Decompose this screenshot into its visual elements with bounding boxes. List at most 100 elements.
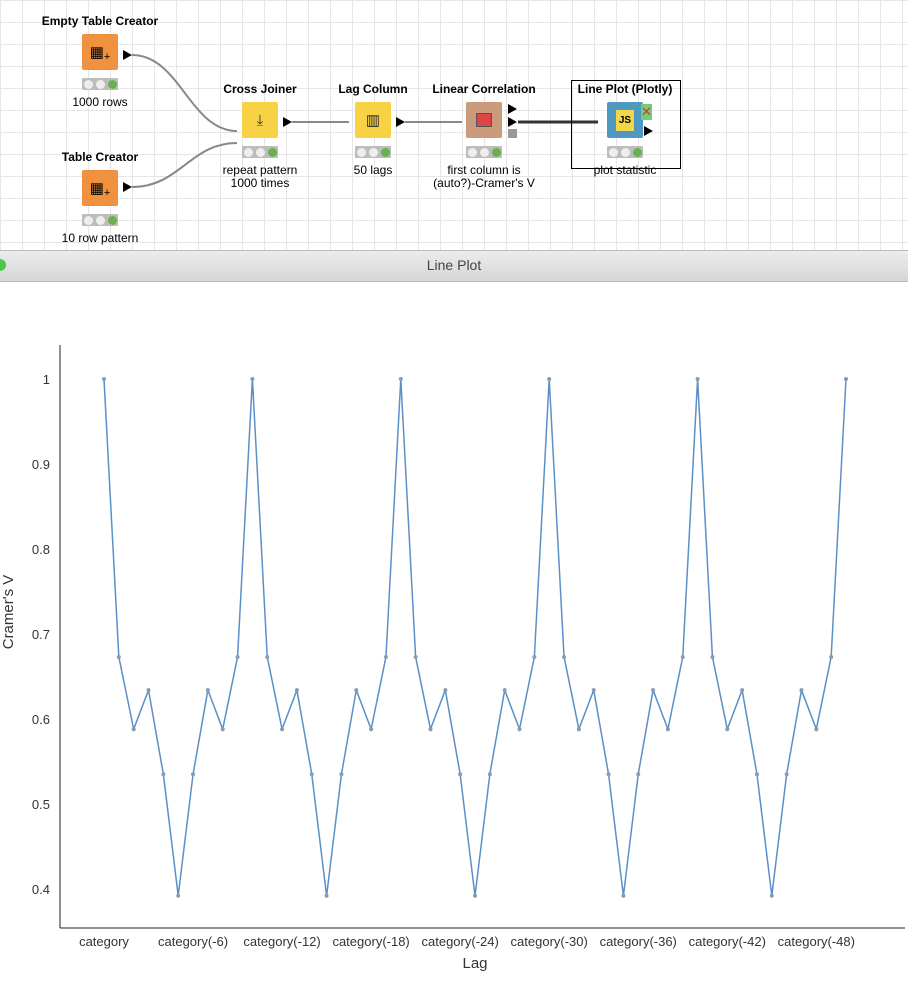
x-tick-label: category(-6) xyxy=(158,934,228,949)
data-point[interactable] xyxy=(591,688,596,693)
y-tick-label: 0.4 xyxy=(32,882,50,897)
node-title: Linear Correlation xyxy=(432,82,536,96)
status-lights xyxy=(355,146,391,158)
status-lights xyxy=(82,214,118,226)
status-lights xyxy=(466,146,502,158)
data-point[interactable] xyxy=(799,688,804,693)
data-point[interactable] xyxy=(383,654,388,659)
selection-box xyxy=(571,80,681,169)
data-point[interactable] xyxy=(131,727,136,732)
node-label: repeat pattern 1000 times xyxy=(222,163,298,190)
inactive-port-icon: ✕ xyxy=(641,104,652,120)
y-tick-label: 0.7 xyxy=(32,627,50,642)
output-port[interactable] xyxy=(123,182,132,192)
x-tick-label: category xyxy=(79,934,129,949)
workflow-canvas[interactable]: Empty Table Creator ▦ + 1000 rows Table C… xyxy=(0,0,908,250)
data-point[interactable] xyxy=(116,654,121,659)
output-port[interactable] xyxy=(508,117,517,127)
data-point[interactable] xyxy=(680,654,685,659)
model-port[interactable] xyxy=(508,129,517,138)
node-label: plot statistic xyxy=(593,163,657,177)
data-point[interactable] xyxy=(829,654,834,659)
status-lights xyxy=(607,146,643,158)
node-cross-joiner[interactable]: Cross Joiner ⤓ repeat pattern 1000 times xyxy=(180,82,340,190)
x-tick-label: category(-42) xyxy=(689,934,766,949)
data-point[interactable] xyxy=(532,654,537,659)
y-axis-label: Cramer's V xyxy=(0,575,17,650)
data-point[interactable] xyxy=(280,727,285,732)
output-port[interactable] xyxy=(283,117,292,127)
node-label: first column is (auto?)-Cramer's V xyxy=(433,163,535,190)
node-table-creator[interactable]: Table Creator ▦ + 10 row pattern xyxy=(20,150,180,245)
data-point[interactable] xyxy=(665,727,670,732)
data-point[interactable] xyxy=(651,688,656,693)
data-point[interactable] xyxy=(294,688,299,693)
data-point[interactable] xyxy=(398,377,403,381)
data-point[interactable] xyxy=(606,772,611,777)
data-point[interactable] xyxy=(250,377,255,381)
view-title-bar: Line Plot xyxy=(0,250,908,282)
data-point[interactable] xyxy=(265,654,270,659)
node-line-plot-plotly[interactable]: Line Plot (Plotly) JS plot statistic xyxy=(545,82,705,177)
data-point[interactable] xyxy=(710,654,715,659)
data-point[interactable] xyxy=(636,772,641,777)
node-title: Cross Joiner xyxy=(223,82,297,96)
node-title: Line Plot (Plotly) xyxy=(577,82,673,96)
node-label: 10 row pattern xyxy=(61,231,139,245)
data-point[interactable] xyxy=(502,688,507,693)
output-port[interactable] xyxy=(508,104,517,114)
node-empty-table-creator[interactable]: Empty Table Creator ▦ + 1000 rows xyxy=(20,14,180,109)
data-point[interactable] xyxy=(309,772,314,777)
node-title: Lag Column xyxy=(338,82,408,96)
node-linear-correlation[interactable]: Linear Correlation first column is (auto… xyxy=(404,82,564,190)
data-point[interactable] xyxy=(458,772,463,777)
data-point[interactable] xyxy=(740,688,745,693)
data-point[interactable] xyxy=(517,727,522,732)
data-point[interactable] xyxy=(769,893,774,898)
data-point[interactable] xyxy=(576,727,581,732)
y-tick-label: 0.5 xyxy=(32,797,50,812)
data-point[interactable] xyxy=(754,772,759,777)
lag-column-icon: ▥ xyxy=(355,102,391,138)
data-point[interactable] xyxy=(844,377,848,381)
data-point[interactable] xyxy=(428,727,433,732)
js-icon: JS xyxy=(607,102,643,138)
data-point[interactable] xyxy=(205,688,210,693)
line-plot: 1 0.9 0.8 0.7 0.6 0.5 0.4 category category(-6) c… xyxy=(0,345,905,972)
data-point[interactable] xyxy=(102,377,106,381)
x-tick-label: category(-18) xyxy=(332,934,409,949)
node-label: 1000 rows xyxy=(72,95,128,109)
data-point[interactable] xyxy=(369,727,374,732)
output-port[interactable] xyxy=(123,50,132,60)
y-tick-label: 0.9 xyxy=(32,457,50,472)
data-point[interactable] xyxy=(146,688,151,693)
output-port[interactable] xyxy=(644,126,653,136)
data-point[interactable] xyxy=(562,654,567,659)
data-point[interactable] xyxy=(324,893,329,898)
y-tick-label: 0.8 xyxy=(32,542,50,557)
data-point[interactable] xyxy=(413,654,418,659)
data-point[interactable] xyxy=(784,772,789,777)
data-point[interactable] xyxy=(191,772,196,777)
x-tick-label: category(-24) xyxy=(422,934,499,949)
data-point[interactable] xyxy=(621,893,626,898)
data-point[interactable] xyxy=(473,893,477,898)
data-point[interactable] xyxy=(487,772,492,777)
data-point[interactable] xyxy=(695,377,700,381)
window-button[interactable] xyxy=(0,259,6,271)
data-point[interactable] xyxy=(235,654,240,659)
data-point[interactable] xyxy=(161,772,166,777)
data-point[interactable] xyxy=(443,688,448,693)
data-point[interactable] xyxy=(220,727,225,732)
table-plus-icon: ▦ + xyxy=(82,34,118,70)
data-point[interactable] xyxy=(547,377,552,381)
connection xyxy=(131,142,238,188)
data-point[interactable] xyxy=(339,772,344,777)
x-tick-label: category(-12) xyxy=(243,934,320,949)
node-lag-column[interactable]: Lag Column ▥ 50 lags xyxy=(293,82,453,177)
data-point[interactable] xyxy=(814,727,819,732)
data-point[interactable] xyxy=(354,688,359,693)
data-point[interactable] xyxy=(725,727,730,732)
data-point[interactable] xyxy=(176,893,181,898)
output-port[interactable] xyxy=(396,117,405,127)
